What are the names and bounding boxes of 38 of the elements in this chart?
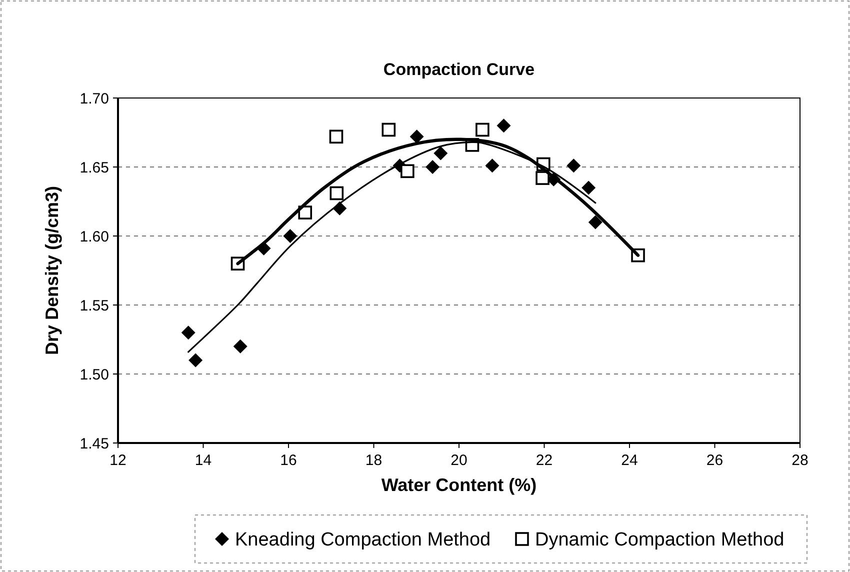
y-tick-label: 1.65: [80, 159, 109, 176]
y-tick-label: 1.60: [80, 228, 109, 246]
legend-label: Kneading Compaction Method: [235, 530, 491, 551]
x-tick-label: 12: [110, 452, 126, 469]
point: [496, 118, 511, 133]
point: [329, 130, 344, 144]
point: [434, 146, 448, 160]
y-axis-title: Dry Density (g/cm3): [42, 186, 62, 356]
point: [181, 326, 196, 340]
point: [330, 186, 344, 200]
x-tick-label: 28: [792, 452, 808, 469]
x-tick-label: 16: [280, 452, 297, 469]
x-tick-label: 18: [365, 452, 382, 469]
point: [426, 160, 440, 174]
x-tick-label: 26: [706, 452, 724, 469]
point: [382, 122, 396, 137]
point: [536, 171, 550, 185]
y-tick-label: 1.50: [80, 366, 109, 384]
chart-title: Compaction Curve: [383, 60, 535, 79]
point: [188, 353, 203, 368]
y-tick-label: 1.55: [80, 297, 109, 314]
y-tick-label: 1.70: [80, 90, 109, 108]
point: [582, 180, 596, 195]
x-tick-label: 22: [536, 452, 553, 469]
point: [410, 130, 424, 144]
point: [566, 158, 581, 173]
x-axis-title: Water Content (%): [381, 475, 537, 495]
x-tick-label: 24: [621, 452, 638, 469]
legend-label: Dynamic Compaction Method: [535, 530, 784, 551]
y-tick-label: 1.45: [80, 435, 109, 452]
x-tick-label: 14: [194, 452, 212, 469]
point: [400, 164, 414, 178]
point: [588, 215, 602, 230]
point: [476, 122, 490, 137]
point: [283, 229, 298, 243]
x-tick-label: 20: [450, 452, 468, 469]
point: [485, 158, 500, 173]
point: [233, 339, 248, 354]
